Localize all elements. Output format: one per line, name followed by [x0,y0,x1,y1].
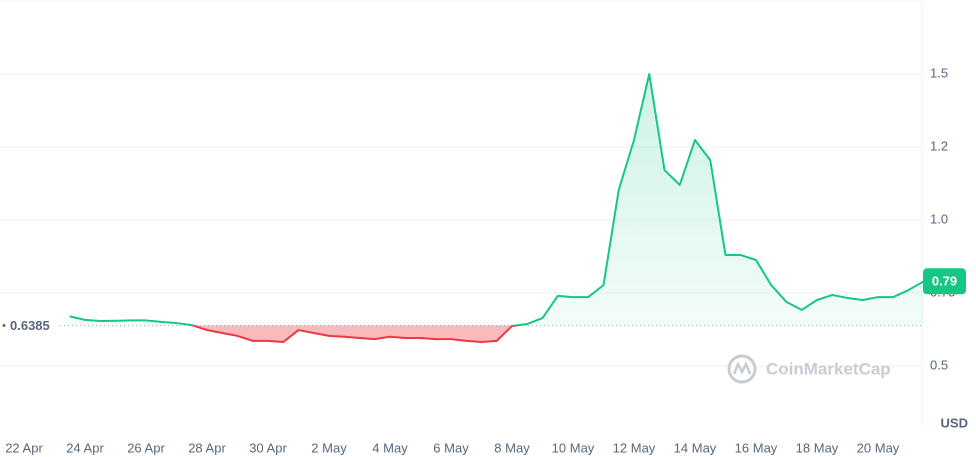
y-tick-label: 1.0 [930,211,948,226]
watermark-text: CoinMarketCap [766,359,891,378]
watermark: CoinMarketCap [727,354,891,384]
y-tick-label: 1.2 [930,138,948,153]
x-tick-label: 30 Apr [249,440,287,455]
y-tick-label: 0.5 [930,357,948,372]
x-tick-label: 24 Apr [66,440,104,455]
x-tick-label: 20 May [857,440,900,455]
x-tick-label: 16 May [735,440,778,455]
y-axis-unit: USD [941,415,968,430]
x-tick-label: 22 Apr [5,440,43,455]
last-price-badge [923,268,966,295]
last-price-label: 0.79 [932,274,957,289]
x-tick-label: 26 Apr [127,440,165,455]
baseline-dot [2,324,6,328]
y-tick-label: 1.5 [930,65,948,80]
x-tick-label: 28 Apr [188,440,226,455]
x-tick-label: 6 May [433,440,469,455]
x-tick-label: 4 May [372,440,408,455]
x-tick-label: 18 May [796,440,839,455]
x-tick-label: 2 May [311,440,347,455]
x-tick-label: 10 May [552,440,595,455]
x-tick-label: 8 May [494,440,530,455]
price-line [69,72,925,344]
area [69,73,924,343]
baseline-label: 0.6385 [10,318,50,333]
x-tick-label: 12 May [613,440,656,455]
x-tick-label: 14 May [674,440,717,455]
